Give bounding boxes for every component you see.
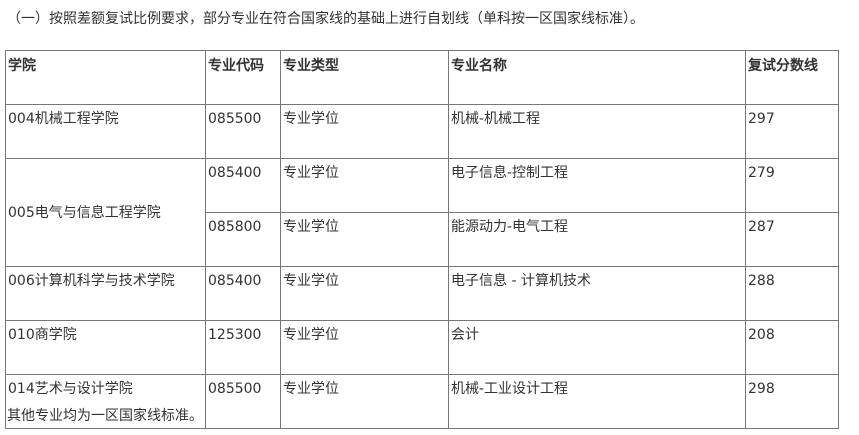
college-cell: 010商学院 [5, 320, 206, 375]
name-cell: 机械-工业设计工程 [448, 374, 746, 429]
name-cell: 机械-机械工程 [448, 104, 746, 159]
type-cell: 专业学位 [280, 266, 449, 321]
score-cell: 208 [745, 320, 839, 375]
table-row: 085800 专业学位 能源动力-电气工程 287 [6, 212, 839, 267]
college-cell: 005电气与信息工程学院 [5, 158, 206, 267]
code-cell: 085500 [205, 104, 281, 159]
code-cell: 085800 [205, 212, 281, 267]
header-type: 专业类型 [280, 50, 449, 105]
score-cell: 288 [745, 266, 839, 321]
header-name: 专业名称 [448, 50, 746, 105]
name-cell: 电子信息 - 计算机技术 [448, 266, 746, 321]
type-cell: 专业学位 [280, 212, 449, 267]
type-cell: 专业学位 [280, 320, 449, 375]
score-cell: 279 [745, 158, 839, 213]
code-cell: 085400 [205, 266, 281, 321]
code-cell: 085400 [205, 158, 281, 213]
table-row: 014艺术与设计学院 085500 专业学位 机械-工业设计工程 298 [5, 374, 839, 429]
type-cell: 专业学位 [280, 104, 449, 159]
table-row: 004机械工程学院 085500 专业学位 机械-机械工程 297 [5, 104, 839, 159]
code-cell: 085500 [205, 374, 281, 429]
header-code: 专业代码 [205, 50, 281, 105]
name-cell: 能源动力-电气工程 [448, 212, 746, 267]
code-cell: 125300 [205, 320, 281, 375]
intro-text: （一）按照差额复试比例要求，部分专业在符合国家线的基础上进行自划线（单科按一区国… [7, 11, 644, 27]
type-cell: 专业学位 [280, 158, 449, 213]
score-cell: 297 [745, 104, 839, 159]
score-table: 学院 专业代码 专业类型 专业名称 复试分数线 004机械工程学院 085500… [5, 50, 839, 429]
name-cell: 会计 [448, 320, 746, 375]
type-cell: 专业学位 [280, 374, 449, 429]
score-cell: 298 [745, 374, 839, 429]
footer-note: 其他专业均为一区国家线标准。 [7, 408, 203, 424]
score-cell: 287 [745, 212, 839, 267]
table-header-row: 学院 专业代码 专业类型 专业名称 复试分数线 [5, 50, 839, 105]
college-cell: 006计算机科学与技术学院 [5, 266, 206, 321]
header-college: 学院 [5, 50, 206, 105]
header-score: 复试分数线 [745, 50, 839, 105]
table-row: 006计算机科学与技术学院 085400 专业学位 电子信息 - 计算机技术 2… [5, 266, 839, 321]
table-row: 005电气与信息工程学院 085400 专业学位 电子信息-控制工程 279 [5, 158, 839, 267]
table-row: 010商学院 125300 专业学位 会计 208 [5, 320, 839, 375]
name-cell: 电子信息-控制工程 [448, 158, 746, 213]
college-cell: 004机械工程学院 [5, 104, 206, 159]
